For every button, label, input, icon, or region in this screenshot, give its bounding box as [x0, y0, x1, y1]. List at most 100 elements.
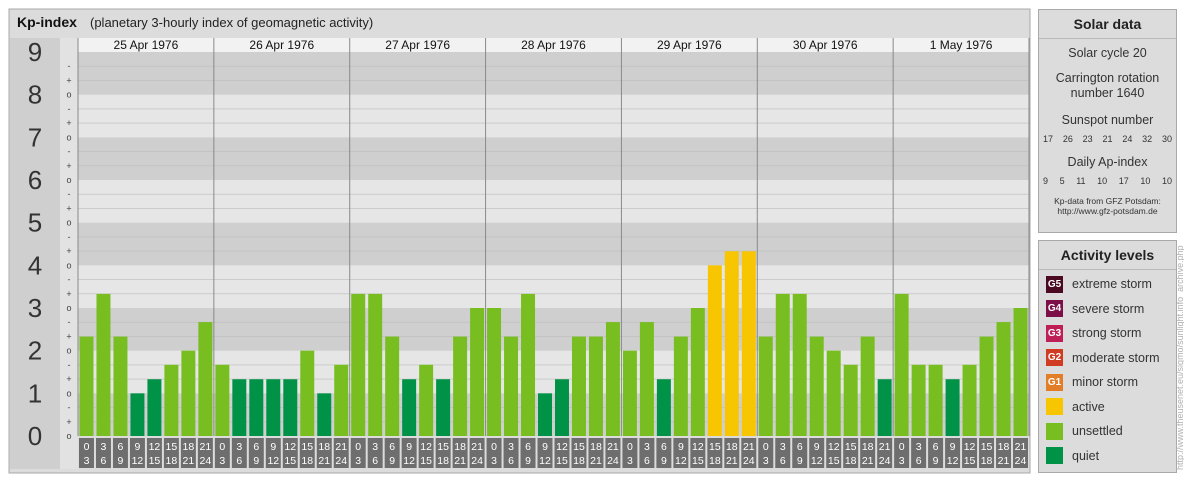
kp-bar: [283, 379, 298, 436]
hour-box: [129, 438, 145, 468]
legend-label: minor storm: [1072, 375, 1138, 390]
kp-bar: [334, 364, 349, 436]
kp-bar: [911, 364, 926, 436]
hour-box: [962, 438, 978, 468]
hour-start-label: 0: [627, 441, 633, 453]
kp-bar: [588, 336, 603, 436]
hour-start-label: 9: [270, 441, 276, 453]
hour-end-label: 24: [879, 455, 891, 467]
legend-list: G5 extreme storm G4 severe storm G3 strong st…: [1039, 270, 1176, 468]
hour-end-label: 6: [236, 455, 242, 467]
hour-start-label: 18: [454, 441, 466, 453]
hour-start-label: 21: [335, 441, 347, 453]
hour-box: [622, 438, 638, 468]
legend-item-unsettled: unsettled: [1039, 419, 1176, 444]
hour-end-label: 9: [661, 455, 667, 467]
kp-bar: [877, 379, 892, 436]
hour-end-label: 18: [709, 455, 721, 467]
kp-bar: [249, 379, 264, 436]
sunspot-value: 23: [1082, 134, 1093, 144]
date-label: 26 Apr 1976: [249, 38, 314, 52]
hour-end-label: 12: [403, 455, 415, 467]
hour-end-label: 15: [284, 455, 296, 467]
y-minor-tick: +: [66, 246, 71, 256]
hour-end-label: 9: [797, 455, 803, 467]
hour-box: [877, 438, 893, 468]
date-label: 29 Apr 1976: [657, 38, 722, 52]
hour-end-label: 6: [916, 455, 922, 467]
hour-box: [180, 438, 196, 468]
hour-start-label: 0: [899, 441, 905, 453]
kp-bar: [809, 336, 824, 436]
y-axis-strip: [10, 38, 60, 469]
y-minor-tick: +: [66, 417, 71, 427]
hour-end-label: 18: [573, 455, 585, 467]
hour-start-label: 6: [661, 441, 667, 453]
kp-bar: [521, 293, 536, 436]
hour-end-label: 3: [219, 455, 225, 467]
y-tick-label-2: 2: [28, 336, 42, 366]
solar-data-panel: Solar data Solar cycle 20 Carrington rot…: [1038, 9, 1177, 233]
hour-box: [775, 438, 791, 468]
hour-box: [418, 438, 434, 468]
y-minor-tick: o: [66, 132, 71, 142]
hour-start-label: 12: [284, 441, 296, 453]
y-minor-tick: o: [66, 218, 71, 228]
hour-end-label: 9: [525, 455, 531, 467]
kp-bar: [317, 393, 332, 436]
hour-end-label: 24: [1015, 455, 1027, 467]
y-tick-label-4: 4: [28, 250, 42, 280]
y-tick-label-9: 9: [28, 37, 42, 67]
legend-label: severe storm: [1072, 301, 1145, 316]
hour-box: [146, 438, 162, 468]
legend-item-moderate-storm: G2 moderate storm: [1039, 346, 1176, 371]
hour-end-label: 6: [780, 455, 786, 467]
hour-end-label: 21: [726, 455, 738, 467]
hour-start-label: 6: [389, 441, 395, 453]
kp-bar: [741, 251, 756, 436]
y-minor-tick: o: [66, 346, 71, 356]
hour-end-label: 24: [743, 455, 755, 467]
hour-start-label: 21: [879, 441, 891, 453]
hour-box: [265, 438, 281, 468]
legend-swatch: G3: [1046, 324, 1063, 342]
hour-end-label: 12: [539, 455, 551, 467]
kp-bar: [843, 364, 858, 436]
hour-start-label: 15: [845, 441, 857, 453]
kp-bar: [690, 308, 705, 436]
legend-item-severe-storm: G4 severe storm: [1039, 297, 1176, 322]
activity-levels-panel: Activity levels G5 extreme storm G4 severe …: [1038, 240, 1177, 473]
hour-end-label: 21: [998, 455, 1010, 467]
kp-bar: [758, 336, 773, 436]
y-minor-tick: o: [66, 431, 71, 441]
y-minor-tick: +: [66, 374, 71, 384]
y-tick-label-7: 7: [28, 122, 42, 152]
kp-bar: [538, 393, 552, 436]
kp-bar: [707, 265, 722, 436]
hour-box: [248, 438, 264, 468]
ap-value: 9: [1043, 176, 1049, 186]
kp-bar: [860, 336, 875, 436]
date-label: 1 May 1976: [930, 38, 993, 52]
hour-box: [588, 438, 604, 468]
hour-box: [707, 438, 723, 468]
kp-bar: [555, 379, 569, 436]
legend-swatch: [1046, 422, 1063, 440]
hour-box: [316, 438, 332, 468]
kp-bar: [266, 379, 281, 436]
legend-item-active: active: [1039, 395, 1176, 420]
kp-level-band: [78, 94, 1029, 138]
hour-start-label: 15: [437, 441, 449, 453]
hour-start-label: 18: [183, 441, 195, 453]
hour-start-label: 3: [780, 441, 786, 453]
kp-bar: [487, 308, 502, 436]
hour-start-label: 15: [166, 441, 178, 453]
sunspot-value: 17: [1043, 134, 1054, 144]
hour-end-label: 24: [471, 455, 483, 467]
hour-start-label: 6: [933, 441, 939, 453]
hour-start-label: 18: [998, 441, 1010, 453]
hour-start-label: 0: [491, 441, 497, 453]
hour-box: [996, 438, 1012, 468]
hour-box: [350, 438, 366, 468]
kp-bar: [385, 336, 400, 436]
